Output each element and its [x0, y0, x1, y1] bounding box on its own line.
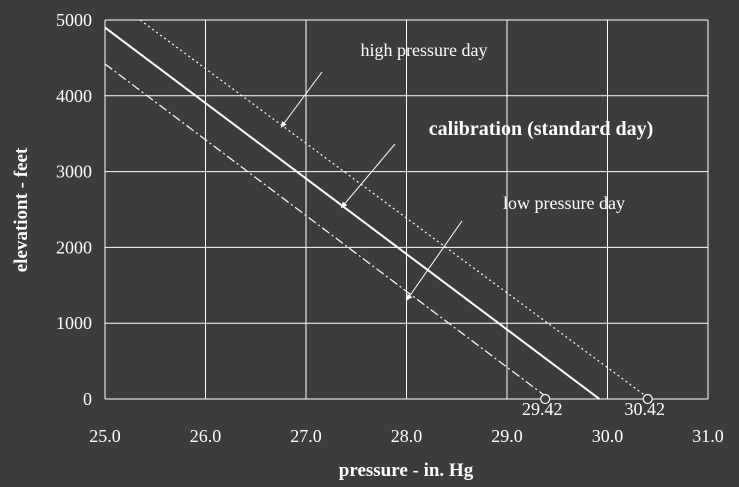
y-tick-label: 2000	[56, 237, 92, 257]
y-tick-label: 0	[83, 389, 92, 409]
annotation-arrow	[340, 143, 396, 209]
grid	[104, 19, 709, 400]
annotation-arrow	[280, 71, 323, 128]
annotation-arrow	[406, 220, 463, 301]
annotation-label: calibration (standard day)	[429, 118, 653, 140]
x-tick-label: 25.0	[89, 426, 121, 446]
x-tick-label: 26.0	[190, 426, 222, 446]
x-tick-label: 29.0	[491, 426, 523, 446]
y-axis-label: elevationt - feet	[11, 147, 32, 272]
y-tick-label: 4000	[56, 86, 92, 106]
x-tick-label: 27.0	[290, 426, 322, 446]
reference-point-label: 30.42	[624, 399, 665, 419]
x-tick-label: 30.0	[592, 426, 624, 446]
series-line	[104, 26, 601, 400]
y-tick-label: 1000	[56, 313, 92, 333]
x-axis-label: pressure - in. Hg	[339, 460, 474, 481]
annotation-label: high pressure day	[361, 40, 488, 60]
annotation-label: low pressure day	[503, 193, 625, 213]
reference-point	[642, 393, 653, 405]
reference-point	[540, 393, 551, 405]
tick-labels: 25.0 26.0 27.0 28.0 29.0 30.0 31.0 0 1000 2000 300…	[56, 10, 724, 446]
markers: 29.42 30.42	[522, 393, 665, 419]
series-line	[139, 19, 651, 400]
x-tick-label: 28.0	[391, 426, 423, 446]
series-lines	[104, 19, 651, 400]
y-tick-label: 5000	[56, 10, 92, 30]
series-line	[104, 63, 550, 400]
x-tick-label: 31.0	[692, 426, 724, 446]
y-tick-label: 3000	[56, 162, 92, 182]
annotations: high pressure day calibration (standard d…	[280, 40, 653, 301]
reference-point-label: 29.42	[522, 399, 563, 419]
